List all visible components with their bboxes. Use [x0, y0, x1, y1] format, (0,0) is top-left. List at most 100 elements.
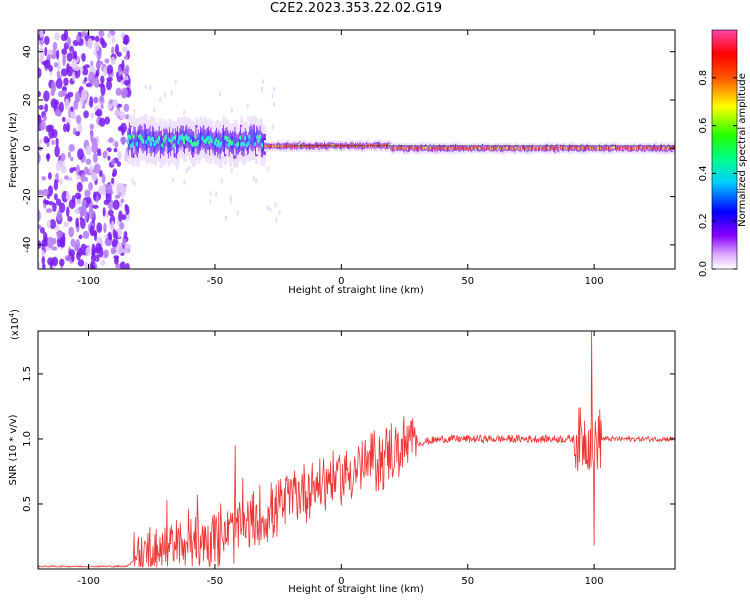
faint-speckle — [187, 165, 191, 171]
noise-speckle — [66, 190, 70, 200]
noise-speckle — [98, 83, 105, 88]
noise-speckle — [96, 222, 103, 234]
noise-speckle — [121, 59, 125, 72]
noise-speckle — [110, 247, 117, 255]
noise-speckle — [71, 71, 76, 82]
noise-speckle — [99, 94, 105, 104]
noise-speckle — [56, 49, 60, 60]
noise-speckle — [43, 236, 49, 247]
noise-speckle — [85, 145, 92, 156]
noise-speckle — [86, 196, 92, 204]
noise-speckle — [119, 111, 126, 120]
noise-speckle — [41, 256, 46, 265]
x-tick-label: -100 — [77, 576, 100, 587]
noise-speckle — [69, 45, 74, 54]
colorbar-tick-label: 0.4 — [698, 165, 709, 181]
noise-speckle — [115, 242, 123, 255]
noise-speckle — [85, 158, 92, 165]
noise-speckle — [112, 100, 119, 108]
noise-speckle — [124, 114, 130, 120]
noise-speckle — [119, 261, 126, 269]
noise-speckle — [68, 144, 75, 152]
noise-speckle — [118, 184, 124, 193]
noise-speckle — [111, 177, 115, 184]
noise-speckle — [122, 46, 128, 53]
noise-speckle — [60, 68, 68, 77]
faint-speckle — [246, 103, 249, 109]
faint-speckle — [246, 115, 250, 121]
snr-series-line — [38, 331, 675, 569]
faint-speckle — [149, 85, 152, 91]
noise-speckle — [56, 70, 61, 77]
noise-speckle — [76, 175, 81, 181]
noise-speckle — [47, 172, 52, 180]
noise-speckle — [98, 117, 106, 127]
noise-speckle — [104, 116, 111, 125]
noise-speckle — [68, 176, 73, 182]
faint-speckle — [230, 107, 234, 113]
noise-speckle — [114, 231, 118, 239]
noise-speckle — [103, 66, 107, 77]
noise-speckle — [111, 172, 116, 177]
noise-speckle — [94, 35, 100, 43]
noise-speckle — [46, 153, 50, 162]
noise-speckle — [108, 137, 114, 143]
faint-speckle — [159, 96, 162, 102]
noise-speckle — [87, 38, 93, 50]
noise-speckle — [55, 78, 63, 89]
noise-speckle — [75, 208, 80, 214]
faint-speckle — [254, 178, 258, 184]
noise-speckle — [47, 236, 54, 249]
noise-speckle — [103, 249, 109, 259]
noise-speckle — [91, 265, 96, 269]
noise-speckle — [107, 155, 111, 161]
noise-speckle — [70, 238, 76, 248]
noise-speckle — [89, 96, 94, 108]
noise-speckle — [87, 208, 95, 220]
noise-speckle — [114, 43, 119, 55]
noise-speckle — [88, 71, 95, 84]
noise-speckle — [38, 189, 44, 196]
noise-speckle — [65, 122, 70, 133]
noise-speckle — [50, 89, 55, 97]
noise-speckle — [67, 151, 72, 159]
faint-speckle — [171, 177, 175, 183]
noise-speckle — [58, 178, 63, 185]
noise-speckle — [68, 199, 76, 210]
y-tick-label: 40 — [22, 45, 33, 58]
x-tick-label: 100 — [585, 276, 604, 287]
noise-speckle — [38, 153, 41, 164]
noise-speckle — [53, 62, 59, 68]
noise-speckle — [75, 130, 81, 137]
noise-speckle — [54, 145, 60, 158]
noise-speckle — [79, 216, 83, 221]
faint-speckle — [271, 124, 275, 130]
noise-speckle — [104, 234, 109, 239]
noise-speckle — [70, 113, 77, 120]
y-tick-label: 20 — [22, 94, 33, 107]
noise-speckle — [101, 41, 107, 49]
noise-speckle — [102, 207, 106, 217]
noise-speckle — [107, 32, 112, 39]
noise-speckle — [75, 199, 82, 205]
noise-speckle — [61, 86, 67, 91]
faint-speckle — [153, 107, 156, 113]
noise-speckle — [70, 106, 74, 112]
colorbar-tick-label: 0.2 — [698, 213, 709, 229]
noise-speckle — [91, 142, 98, 154]
noise-speckle — [85, 246, 92, 257]
noise-speckle — [84, 77, 88, 82]
noise-speckle — [58, 202, 66, 214]
noise-speckle — [83, 110, 89, 119]
noise-speckle — [121, 126, 125, 136]
noise-speckle — [76, 114, 82, 125]
noise-speckle — [41, 175, 46, 181]
noise-speckle — [49, 218, 57, 230]
noise-speckle — [92, 152, 98, 164]
noise-speckle — [47, 201, 54, 206]
noise-speckle — [107, 103, 113, 109]
noise-speckle — [100, 259, 106, 266]
noise-speckle — [44, 103, 49, 113]
noise-speckle — [110, 159, 115, 166]
